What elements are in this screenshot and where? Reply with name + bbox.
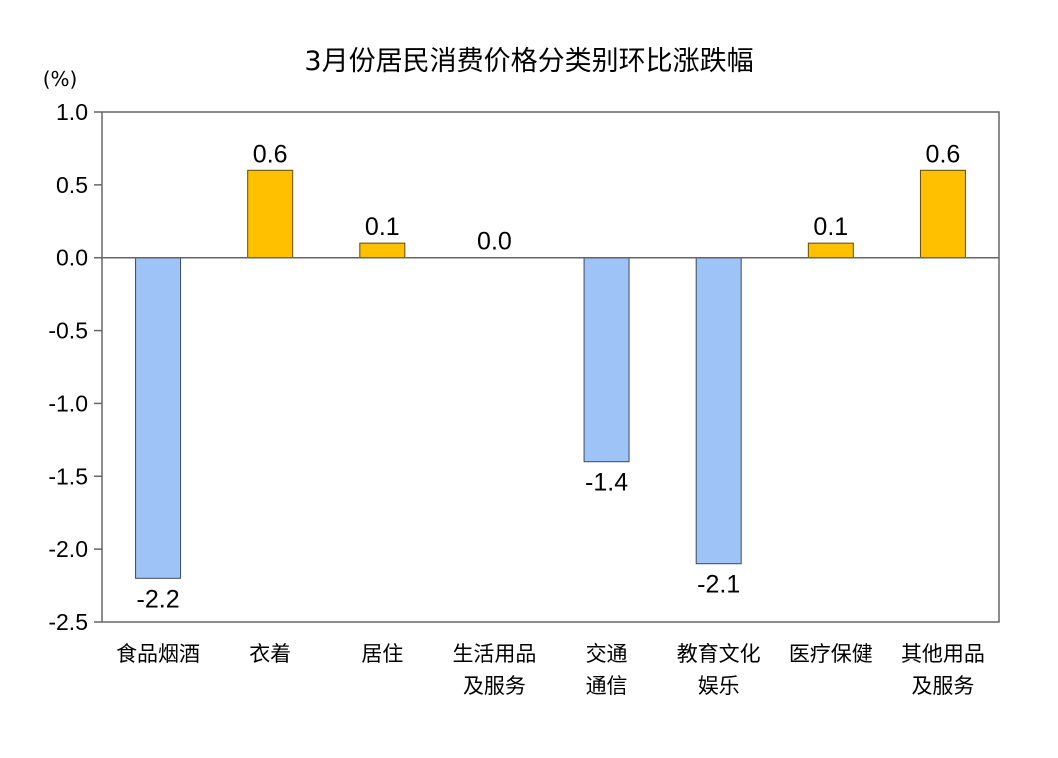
bars (135, 169, 966, 579)
x-category-label: 娱乐 (698, 674, 740, 698)
bar-value-label: -1.4 (585, 469, 628, 497)
bar (695, 257, 742, 565)
x-category-label: 居住 (361, 642, 403, 666)
bar (135, 257, 182, 579)
bar (247, 169, 294, 259)
y-tick-label: -1.0 (48, 390, 88, 416)
bar-value-label: 0.6 (253, 140, 288, 168)
x-category-label: 通信 (586, 674, 628, 698)
plot-area-frame (101, 111, 1000, 623)
x-category-label: 教育文化 (677, 642, 761, 666)
y-tick-label: -0.5 (48, 318, 88, 344)
chart-title: 3月份居民消费价格分类别环比涨跌幅 (304, 46, 753, 77)
bar-value-label: -2.2 (137, 585, 180, 613)
y-tick-label: 1.0 (56, 99, 88, 125)
bar (919, 169, 966, 259)
bar (583, 257, 630, 463)
bar-value-label: 0.1 (813, 213, 848, 241)
x-category-label: 其他用品 (901, 642, 985, 666)
x-category-label: 衣着 (249, 642, 291, 666)
y-axis-ticks: 1.0 0.5 0.0 -0.5 -1.0 -1.5 -2.0 -2.5 (48, 99, 102, 635)
x-category-label: 交通 (586, 642, 628, 666)
x-category-label: 医疗保健 (789, 642, 873, 666)
y-tick-label: -2.5 (48, 609, 88, 635)
bar-value-label: -2.1 (697, 571, 740, 599)
y-tick-label: -1.5 (48, 463, 88, 489)
x-category-label: 及服务 (463, 674, 526, 698)
value-labels: -2.2 0.6 0.1 0.0 -1.4 -2.1 0.1 0.6 (137, 140, 961, 613)
bar-value-label: 0.0 (477, 228, 512, 256)
bar-value-label: 0.6 (926, 140, 961, 168)
y-tick-label: -2.0 (48, 536, 88, 562)
bar (807, 242, 854, 259)
x-category-label: 生活用品 (452, 642, 536, 666)
x-category-label: 及服务 (911, 674, 974, 698)
bar-value-label: 0.1 (365, 213, 400, 241)
y-tick-label: 0.0 (56, 245, 88, 271)
x-category-label: 食品烟酒 (116, 642, 200, 666)
y-unit-label: (%) (43, 67, 78, 91)
y-tick-label: 0.5 (56, 172, 88, 198)
bar (359, 242, 406, 259)
